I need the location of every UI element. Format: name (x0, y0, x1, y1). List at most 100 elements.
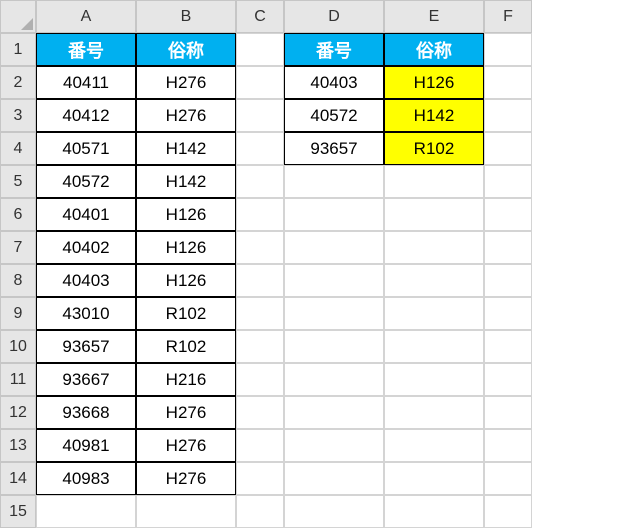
cell[interactable] (484, 99, 532, 132)
cell[interactable] (236, 33, 284, 66)
table-cell[interactable]: R102 (136, 330, 236, 363)
table-cell[interactable]: 40403 (36, 264, 136, 297)
row-header[interactable]: 10 (0, 330, 36, 363)
cell[interactable] (384, 264, 484, 297)
column-header[interactable]: C (236, 0, 284, 33)
table-cell[interactable]: 40412 (36, 99, 136, 132)
table-cell[interactable]: 40571 (36, 132, 136, 165)
row-header[interactable]: 9 (0, 297, 36, 330)
cell[interactable] (384, 297, 484, 330)
row-header[interactable]: 5 (0, 165, 36, 198)
cell[interactable] (484, 132, 532, 165)
row-header[interactable]: 13 (0, 429, 36, 462)
cell[interactable] (384, 429, 484, 462)
row-header[interactable]: 14 (0, 462, 36, 495)
cell[interactable] (236, 99, 284, 132)
cell[interactable] (236, 231, 284, 264)
table-cell[interactable]: H142 (384, 99, 484, 132)
table-cell[interactable]: H126 (136, 198, 236, 231)
cell[interactable] (384, 231, 484, 264)
cell[interactable] (236, 297, 284, 330)
column-header[interactable]: A (36, 0, 136, 33)
cell[interactable] (484, 198, 532, 231)
row-header[interactable]: 11 (0, 363, 36, 396)
table-cell[interactable]: H276 (136, 99, 236, 132)
cell[interactable] (284, 231, 384, 264)
table-cell[interactable]: H126 (384, 66, 484, 99)
row-header[interactable]: 3 (0, 99, 36, 132)
cell[interactable] (384, 396, 484, 429)
cell[interactable] (284, 363, 384, 396)
table-cell[interactable]: H216 (136, 363, 236, 396)
table-cell[interactable]: R102 (384, 132, 484, 165)
cell[interactable] (284, 297, 384, 330)
table-cell[interactable]: H142 (136, 132, 236, 165)
table-cell[interactable]: H276 (136, 462, 236, 495)
row-header[interactable]: 8 (0, 264, 36, 297)
table-cell[interactable]: H276 (136, 396, 236, 429)
cell[interactable] (236, 132, 284, 165)
cell[interactable] (236, 495, 284, 528)
row-header[interactable]: 1 (0, 33, 36, 66)
table-cell[interactable]: 40572 (284, 99, 384, 132)
table-cell[interactable]: 40401 (36, 198, 136, 231)
table-cell[interactable]: H126 (136, 264, 236, 297)
cell[interactable] (384, 495, 484, 528)
cell[interactable] (284, 330, 384, 363)
cell[interactable] (236, 363, 284, 396)
cell[interactable] (136, 495, 236, 528)
cell[interactable] (484, 165, 532, 198)
table-cell[interactable]: H126 (136, 231, 236, 264)
table-cell[interactable]: H142 (136, 165, 236, 198)
select-all-corner[interactable] (0, 0, 36, 33)
row-header[interactable]: 7 (0, 231, 36, 264)
table-cell[interactable]: 40983 (36, 462, 136, 495)
table-cell[interactable]: 40572 (36, 165, 136, 198)
row-header[interactable]: 12 (0, 396, 36, 429)
cell[interactable] (284, 396, 384, 429)
cell[interactable] (484, 495, 532, 528)
row-header[interactable]: 6 (0, 198, 36, 231)
table-cell[interactable]: H276 (136, 66, 236, 99)
table-cell[interactable]: 40411 (36, 66, 136, 99)
cell[interactable] (236, 462, 284, 495)
cell[interactable] (236, 330, 284, 363)
column-header[interactable]: F (484, 0, 532, 33)
table-header-cell[interactable]: 俗称 (136, 33, 236, 66)
column-header[interactable]: E (384, 0, 484, 33)
table-cell[interactable]: 40402 (36, 231, 136, 264)
column-header[interactable]: B (136, 0, 236, 33)
cell[interactable] (384, 198, 484, 231)
row-header[interactable]: 4 (0, 132, 36, 165)
cell[interactable] (284, 264, 384, 297)
cell[interactable] (384, 165, 484, 198)
cell[interactable] (284, 198, 384, 231)
table-cell[interactable]: 93668 (36, 396, 136, 429)
cell[interactable] (484, 396, 532, 429)
row-header[interactable]: 2 (0, 66, 36, 99)
cell[interactable] (284, 165, 384, 198)
cell[interactable] (284, 462, 384, 495)
table-header-cell[interactable]: 番号 (36, 33, 136, 66)
table-cell[interactable]: 93657 (36, 330, 136, 363)
cell[interactable] (236, 198, 284, 231)
cell[interactable] (236, 66, 284, 99)
cell[interactable] (236, 396, 284, 429)
cell[interactable] (484, 330, 532, 363)
cell[interactable] (236, 264, 284, 297)
cell[interactable] (384, 330, 484, 363)
row-header[interactable]: 15 (0, 495, 36, 528)
table-cell[interactable]: 43010 (36, 297, 136, 330)
cell[interactable] (236, 165, 284, 198)
cell[interactable] (284, 429, 384, 462)
cell[interactable] (284, 495, 384, 528)
table-cell[interactable]: R102 (136, 297, 236, 330)
table-cell[interactable]: 40981 (36, 429, 136, 462)
cell[interactable] (484, 231, 532, 264)
table-cell[interactable]: H276 (136, 429, 236, 462)
cell[interactable] (384, 363, 484, 396)
table-cell[interactable]: 40403 (284, 66, 384, 99)
cell[interactable] (484, 363, 532, 396)
cell[interactable] (484, 264, 532, 297)
table-header-cell[interactable]: 俗称 (384, 33, 484, 66)
